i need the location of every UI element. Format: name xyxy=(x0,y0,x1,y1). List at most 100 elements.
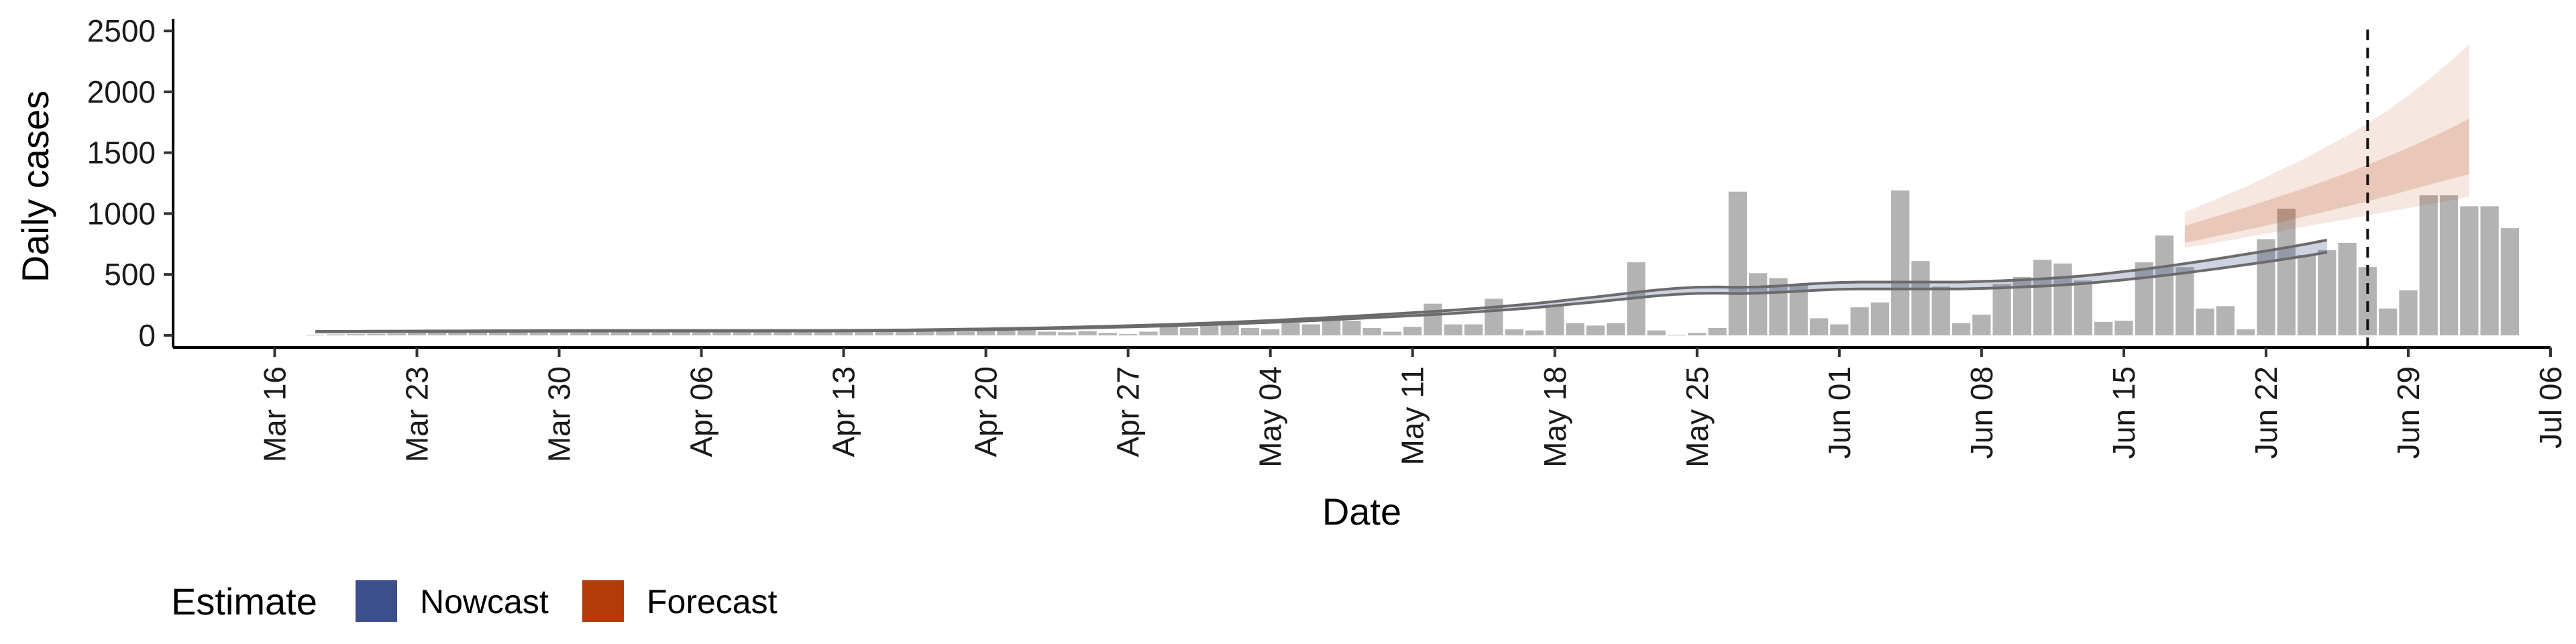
x-tick-label: Jun 22 xyxy=(2249,366,2284,459)
bar xyxy=(570,330,589,335)
bar xyxy=(976,331,996,335)
bar xyxy=(509,331,528,335)
bar xyxy=(489,331,508,335)
forecast-band-50 xyxy=(2184,118,2469,243)
bar xyxy=(1017,329,1036,335)
bar xyxy=(1607,323,1625,335)
bar xyxy=(2399,290,2418,335)
bar xyxy=(936,331,955,335)
bar xyxy=(2216,306,2235,335)
bar xyxy=(2379,308,2398,335)
bar xyxy=(2053,263,2072,335)
bar xyxy=(956,331,975,335)
bar xyxy=(875,330,894,335)
bar xyxy=(631,330,650,335)
x-tick-label: Apr 06 xyxy=(684,366,719,458)
bar xyxy=(2419,195,2438,335)
y-tick-label: 0 xyxy=(138,318,156,353)
x-tick-label: Apr 13 xyxy=(826,366,861,458)
x-tick-label: Jun 15 xyxy=(2106,366,2141,459)
bar xyxy=(916,330,934,335)
bar xyxy=(1078,331,1097,335)
nowcast-band xyxy=(315,239,2327,332)
legend-label-forecast: Forecast xyxy=(647,583,777,621)
bar xyxy=(1809,318,1829,335)
bar xyxy=(1992,284,2011,335)
bar xyxy=(1424,303,1442,335)
bar xyxy=(1951,323,1971,335)
bar xyxy=(1261,329,1280,335)
bar xyxy=(895,329,914,335)
bar xyxy=(2074,280,2092,335)
bar xyxy=(1911,261,1930,335)
x-tick-label: Mar 23 xyxy=(399,366,434,462)
bar xyxy=(1281,323,1300,335)
x-tick-label: Apr 20 xyxy=(969,366,1004,458)
bar xyxy=(2480,206,2499,335)
bar xyxy=(1870,302,1890,335)
x-tick-label: Mar 30 xyxy=(542,366,577,462)
bar xyxy=(2297,255,2316,335)
x-tick-label: May 04 xyxy=(1253,366,1288,468)
bar xyxy=(855,331,873,335)
bar xyxy=(367,333,386,335)
bar xyxy=(2257,239,2275,335)
bar xyxy=(1850,307,1869,335)
bar xyxy=(1830,324,1849,335)
bar xyxy=(2176,267,2194,335)
bar xyxy=(1383,331,1402,335)
bar xyxy=(1119,334,1138,335)
bar xyxy=(326,334,345,335)
x-tick-label: Jun 29 xyxy=(2391,366,2426,459)
bar xyxy=(1464,324,1483,335)
bar xyxy=(794,330,812,335)
y-tick-label: 2500 xyxy=(87,13,156,48)
lines-layer xyxy=(315,30,2369,346)
bar xyxy=(2114,321,2133,335)
x-tick-label: May 11 xyxy=(1395,366,1430,465)
bar xyxy=(651,329,670,335)
bar xyxy=(1200,325,1219,335)
bar xyxy=(590,331,609,335)
bar xyxy=(1546,305,1564,335)
legend-title: Estimate xyxy=(171,580,317,623)
bar xyxy=(346,334,366,335)
bar xyxy=(1159,327,1178,335)
bar xyxy=(1688,333,1707,335)
bar xyxy=(2338,242,2357,335)
bar xyxy=(1058,332,1077,335)
nowcast-lower-line xyxy=(315,251,2328,333)
x-tick-label: May 25 xyxy=(1680,366,1715,468)
y-tick-label: 2000 xyxy=(87,74,156,109)
bar xyxy=(387,333,406,335)
bar xyxy=(2033,260,2052,335)
bar xyxy=(529,331,548,335)
bar xyxy=(1566,323,1585,335)
bar xyxy=(1931,286,1950,335)
bar xyxy=(1647,330,1666,335)
bar xyxy=(1485,299,1503,335)
bar xyxy=(2094,321,2113,335)
bar xyxy=(1220,324,1239,335)
legend-swatch-forecast xyxy=(582,580,624,622)
bar xyxy=(1240,327,1260,335)
legend-swatch-nowcast xyxy=(356,580,397,622)
x-tick-label: Mar 16 xyxy=(257,366,292,462)
bar xyxy=(428,333,447,335)
bar xyxy=(1403,327,1422,335)
bar xyxy=(1708,327,1727,335)
bar xyxy=(1891,190,1910,335)
bar xyxy=(1728,191,1748,335)
y-tick-label: 1000 xyxy=(87,196,156,231)
bar xyxy=(1098,333,1117,335)
y-axis-title: Daily cases xyxy=(14,91,56,282)
y-tick-label: 1500 xyxy=(87,136,156,170)
bar xyxy=(1505,329,1523,335)
x-tick-label: Jul 06 xyxy=(2533,366,2568,449)
x-tick-label: Jun 08 xyxy=(1964,366,1999,459)
bar xyxy=(610,331,630,335)
bars-layer xyxy=(306,190,2520,335)
bar xyxy=(1301,324,1320,335)
